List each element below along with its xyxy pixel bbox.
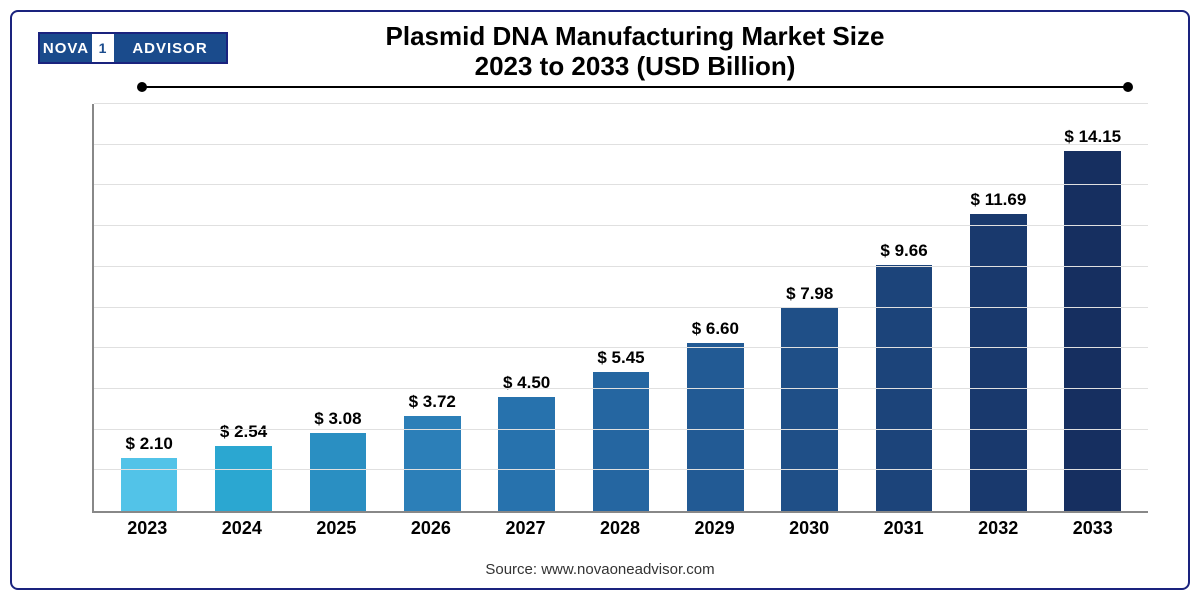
grid-line xyxy=(94,225,1148,226)
grid-line xyxy=(94,266,1148,267)
bar xyxy=(970,214,1027,511)
bar-slot: $ 14.15 xyxy=(1046,104,1140,511)
bar-slot: $ 11.69 xyxy=(951,104,1045,511)
bar-slot: $ 4.50 xyxy=(479,104,573,511)
bar xyxy=(215,446,272,511)
logo-segment-nova: NOVA xyxy=(40,34,92,62)
x-axis-label: 2030 xyxy=(762,518,857,548)
x-axis-label: 2024 xyxy=(195,518,290,548)
bar-slot: $ 9.66 xyxy=(857,104,951,511)
x-axis: 2023202420252026202720282029203020312032… xyxy=(92,518,1148,548)
bar-chart-plot: $ 2.10 $ 2.54 $ 3.08 $ 3.72 $ 4.50 $ 5.45 $ 6.… xyxy=(92,104,1148,513)
x-axis-label: 2027 xyxy=(478,518,573,548)
bar xyxy=(781,308,838,511)
title-line-1: Plasmid DNA Manufacturing Market Size xyxy=(386,21,885,51)
bar-slot: $ 2.10 xyxy=(102,104,196,511)
grid-line xyxy=(94,184,1148,185)
bar-value-label: $ 2.10 xyxy=(126,434,173,454)
bar xyxy=(687,343,744,511)
bar-slot: $ 3.08 xyxy=(291,104,385,511)
bar xyxy=(593,372,650,511)
grid-line xyxy=(94,307,1148,308)
bar xyxy=(121,458,178,511)
bar xyxy=(1064,151,1121,511)
bar-slot: $ 2.54 xyxy=(196,104,290,511)
x-axis-label: 2029 xyxy=(667,518,762,548)
x-axis-label: 2025 xyxy=(289,518,384,548)
bar-slot: $ 6.60 xyxy=(668,104,762,511)
bar xyxy=(404,416,461,511)
bar xyxy=(310,433,367,511)
x-axis-label: 2026 xyxy=(384,518,479,548)
bar-slot: $ 7.98 xyxy=(763,104,857,511)
grid-line xyxy=(94,347,1148,348)
bar-value-label: $ 5.45 xyxy=(597,348,644,368)
bar-value-label: $ 4.50 xyxy=(503,373,550,393)
x-axis-label: 2031 xyxy=(856,518,951,548)
x-axis-label: 2032 xyxy=(951,518,1046,548)
logo-segment-one: 1 xyxy=(92,34,114,62)
chart-title: Plasmid DNA Manufacturing Market Size 20… xyxy=(142,22,1128,82)
bar-slot: $ 5.45 xyxy=(574,104,668,511)
bar-slot: $ 3.72 xyxy=(385,104,479,511)
bars-container: $ 2.10 $ 2.54 $ 3.08 $ 3.72 $ 4.50 $ 5.45 $ 6.… xyxy=(94,104,1148,511)
grid-line xyxy=(94,144,1148,145)
grid-line xyxy=(94,469,1148,470)
bar-value-label: $ 6.60 xyxy=(692,319,739,339)
bar-value-label: $ 3.72 xyxy=(409,392,456,412)
x-axis-label: 2028 xyxy=(573,518,668,548)
x-axis-label: 2023 xyxy=(100,518,195,548)
bar-value-label: $ 3.08 xyxy=(314,409,361,429)
chart-frame: NOVA 1 ADVISOR Plasmid DNA Manufacturing… xyxy=(10,10,1190,590)
title-line-2: 2023 to 2033 (USD Billion) xyxy=(475,51,796,81)
bar-value-label: $ 7.98 xyxy=(786,284,833,304)
bar-value-label: $ 2.54 xyxy=(220,422,267,442)
title-divider xyxy=(142,86,1128,88)
bar-value-label: $ 11.69 xyxy=(971,190,1027,210)
source-attribution: Source: www.novaoneadvisor.com xyxy=(12,561,1188,578)
grid-line xyxy=(94,388,1148,389)
bar xyxy=(498,397,555,511)
x-axis-label: 2033 xyxy=(1045,518,1140,548)
grid-line xyxy=(94,103,1148,104)
bar-value-label: $ 9.66 xyxy=(880,241,927,261)
grid-line xyxy=(94,429,1148,430)
